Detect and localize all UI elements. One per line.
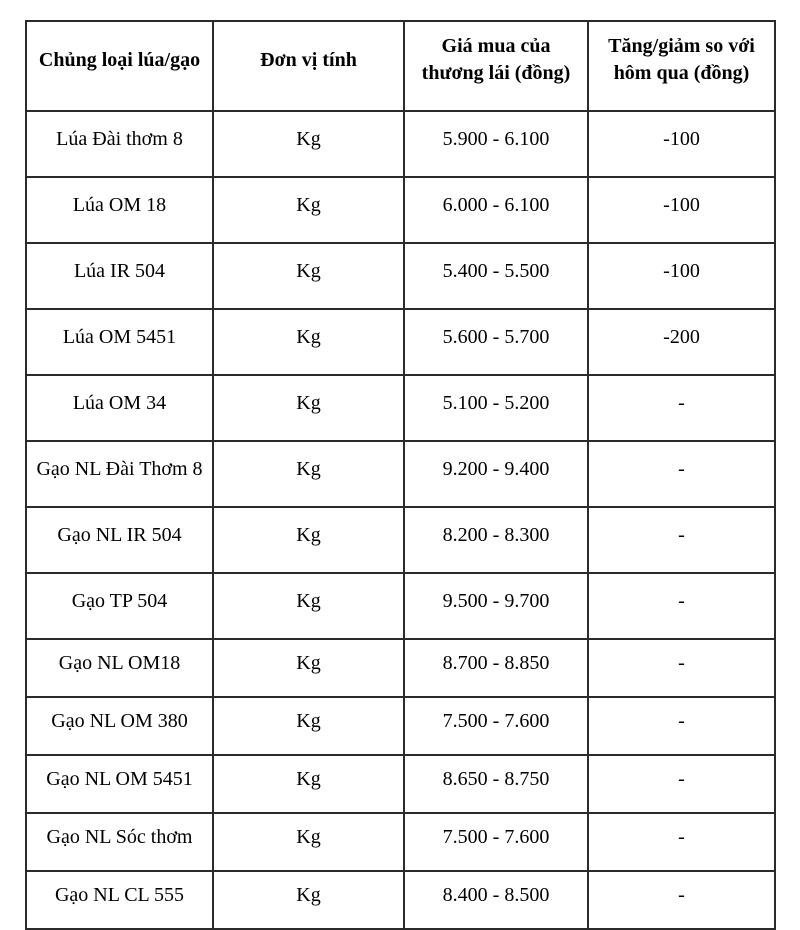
unit-cell: Kg <box>212 638 405 698</box>
change-cell: - <box>587 754 776 814</box>
rice-type-cell: Gạo NL OM 5451 <box>25 754 214 814</box>
column-header-change-vs-yesterday: Tăng/giảm so với hôm qua (đồng) <box>587 20 776 112</box>
unit-cell: Kg <box>212 572 405 640</box>
table-row: Gạo NL Sóc thơm Kg 7.500 - 7.600- <box>25 812 776 872</box>
table-row: Gạo TP 504 Kg 9.500 - 9.700- <box>25 572 776 640</box>
column-header-rice-type: Chủng loại lúa/gạo <box>25 20 214 112</box>
change-cell: - <box>587 812 776 872</box>
column-header-trader-price: Giá mua của thương lái (đồng) <box>403 20 589 112</box>
change-cell: - <box>587 440 776 508</box>
change-cell: -100 <box>587 110 776 178</box>
change-cell: - <box>587 638 776 698</box>
unit-cell: Kg <box>212 812 405 872</box>
rice-type-cell: Gạo NL OM 380 <box>25 696 214 756</box>
change-cell: -100 <box>587 176 776 244</box>
unit-cell: Kg <box>212 506 405 574</box>
table-row: Gạo NL OM 380 Kg 7.500 - 7.600- <box>25 696 776 756</box>
rice-type-cell: Gạo NL IR 504 <box>25 506 214 574</box>
trader-price-cell: 8.700 - 8.850 <box>403 638 589 698</box>
rice-type-cell: Lúa OM 34 <box>25 374 214 442</box>
table-row: Lúa Đài thơm 8 Kg 5.900 - 6.100 -100 <box>25 110 776 178</box>
trader-price-cell: 5.400 - 5.500 <box>403 242 589 310</box>
rice-price-table: Chủng loại lúa/gạo Đơn vị tính Giá mua c… <box>25 20 776 930</box>
rice-type-cell: Lúa OM 18 <box>25 176 214 244</box>
table-row: Gạo NL OM 5451 Kg 8.650 - 8.750- <box>25 754 776 814</box>
trader-price-cell: 8.200 - 8.300 <box>403 506 589 574</box>
unit-cell: Kg <box>212 696 405 756</box>
unit-cell: Kg <box>212 110 405 178</box>
change-cell: - <box>587 572 776 640</box>
change-cell: - <box>587 374 776 442</box>
trader-price-cell: 8.650 - 8.750 <box>403 754 589 814</box>
unit-cell: Kg <box>212 374 405 442</box>
rice-type-cell: Gạo TP 504 <box>25 572 214 640</box>
trader-price-cell: 5.900 - 6.100 <box>403 110 589 178</box>
change-cell: - <box>587 870 776 930</box>
rice-type-cell: Lúa IR 504 <box>25 242 214 310</box>
table-row: Lúa OM 18 Kg 6.000 - 6.100 -100 <box>25 176 776 244</box>
rice-type-cell: Gạo NL CL 555 <box>25 870 214 930</box>
unit-cell: Kg <box>212 754 405 814</box>
price-table-body: Lúa Đài thơm 8 Kg 5.900 - 6.100 -100 Lúa OM … <box>25 110 776 930</box>
change-cell: -200 <box>587 308 776 376</box>
table-header: Chủng loại lúa/gạo Đơn vị tính Giá mua c… <box>25 20 776 112</box>
table-row: Gạo NL IR 504 Kg 8.200 - 8.300- <box>25 506 776 574</box>
unit-cell: Kg <box>212 440 405 508</box>
rice-type-cell: Gạo NL Sóc thơm <box>25 812 214 872</box>
unit-cell: Kg <box>212 870 405 930</box>
trader-price-cell: 9.200 - 9.400 <box>403 440 589 508</box>
table-row: Lúa OM 5451 Kg 5.600 - 5.700 -200 <box>25 308 776 376</box>
change-cell: -100 <box>587 242 776 310</box>
trader-price-cell: 7.500 - 7.600 <box>403 696 589 756</box>
page: { "page": { "background": "#ffffff", "te… <box>25 20 776 930</box>
unit-cell: Kg <box>212 176 405 244</box>
table-row: Lúa OM 34 Kg 5.100 - 5.200- <box>25 374 776 442</box>
rice-type-cell: Lúa OM 5451 <box>25 308 214 376</box>
rice-type-cell: Gạo NL OM18 <box>25 638 214 698</box>
table-row: Gạo NL Đài Thơm 8 Kg 9.200 - 9.400- <box>25 440 776 508</box>
rice-type-cell: Lúa Đài thơm 8 <box>25 110 214 178</box>
table-row: Lúa IR 504 Kg 5.400 - 5.500 -100 <box>25 242 776 310</box>
column-header-unit: Đơn vị tính <box>212 20 405 112</box>
trader-price-cell: 5.100 - 5.200 <box>403 374 589 442</box>
trader-price-cell: 9.500 - 9.700 <box>403 572 589 640</box>
change-cell: - <box>587 506 776 574</box>
unit-cell: Kg <box>212 242 405 310</box>
trader-price-cell: 7.500 - 7.600 <box>403 812 589 872</box>
trader-price-cell: 6.000 - 6.100 <box>403 176 589 244</box>
table-row: Gạo NL CL 555 Kg 8.400 - 8.500- <box>25 870 776 930</box>
change-cell: - <box>587 696 776 756</box>
table-row: Gạo NL OM18 Kg 8.700 - 8.850- <box>25 638 776 698</box>
trader-price-cell: 8.400 - 8.500 <box>403 870 589 930</box>
rice-type-cell: Gạo NL Đài Thơm 8 <box>25 440 214 508</box>
header-row: Chủng loại lúa/gạo Đơn vị tính Giá mua c… <box>25 20 776 112</box>
trader-price-cell: 5.600 - 5.700 <box>403 308 589 376</box>
unit-cell: Kg <box>212 308 405 376</box>
